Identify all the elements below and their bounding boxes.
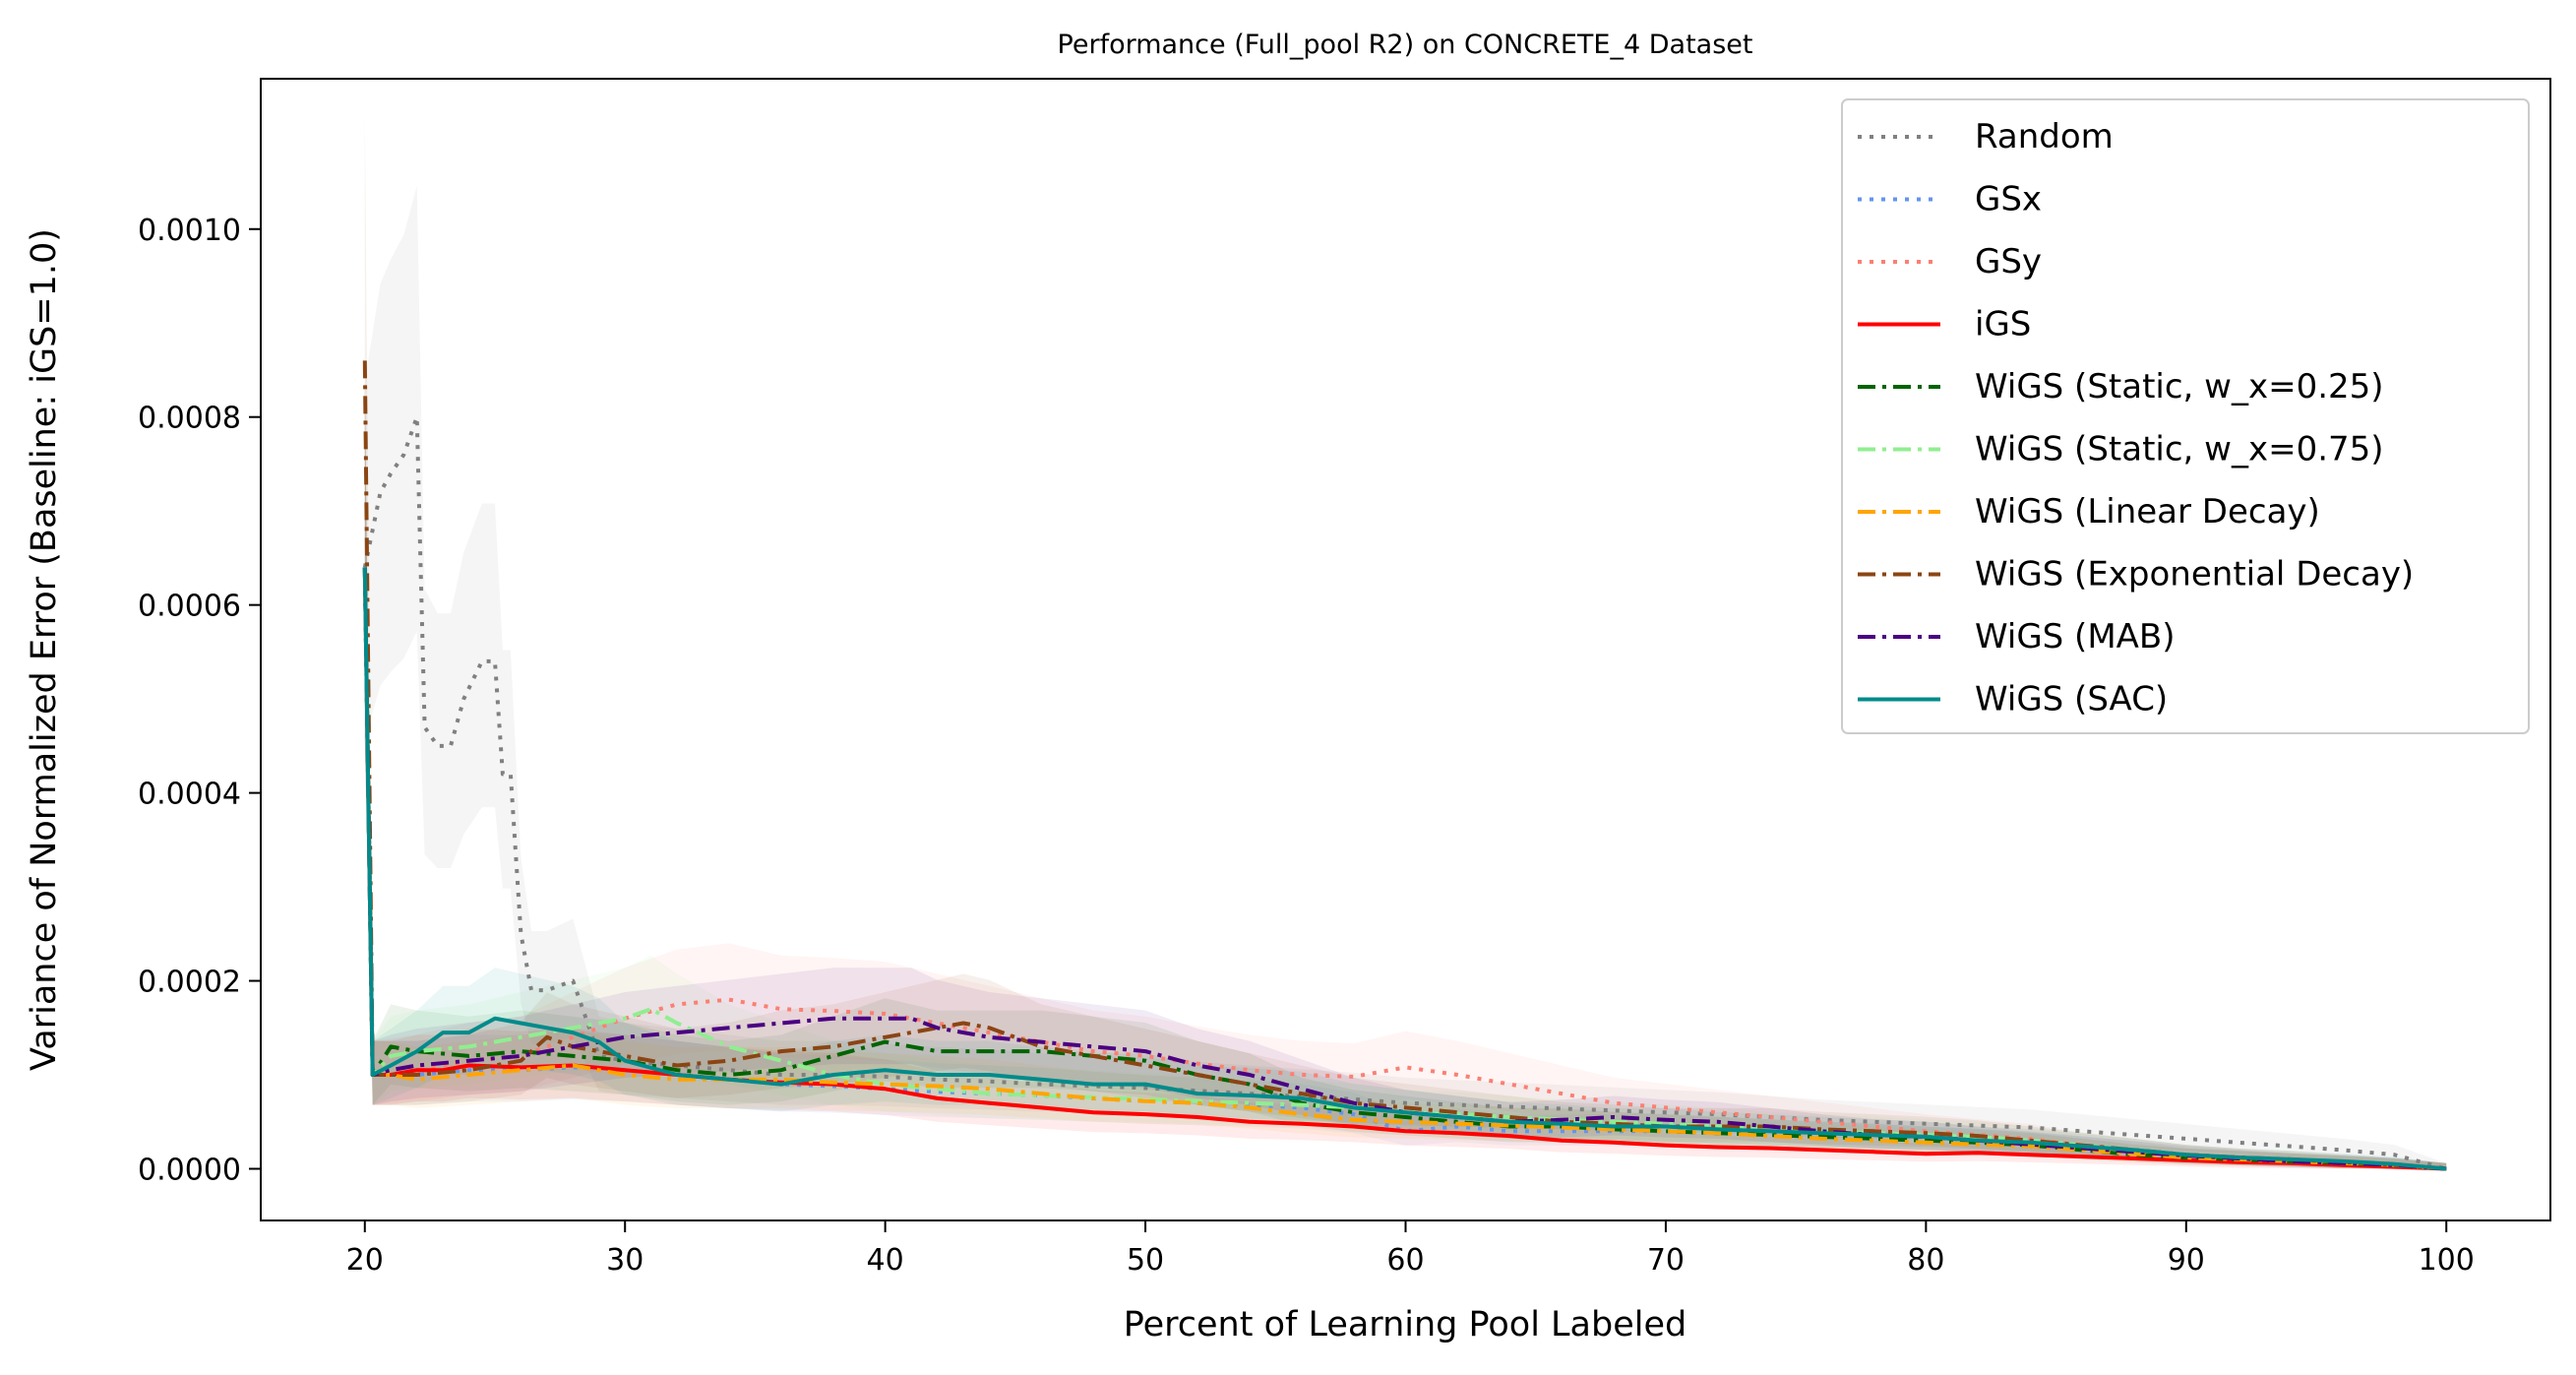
series-band-8 bbox=[364, 381, 2447, 1169]
series-band-2 bbox=[364, 381, 2447, 1169]
x-tick-label: 90 bbox=[2168, 1243, 2205, 1278]
x-tick-label: 30 bbox=[606, 1243, 644, 1278]
legend-label-8: WiGS (MAB) bbox=[1975, 617, 2176, 656]
y-axis-label: Variance of Normalized Error (Baseline: … bbox=[25, 228, 64, 1071]
legend: Random GSx GSy iGS WiGS (Static, w_x=0.25) Wi… bbox=[1841, 98, 2530, 734]
x-tick-label: 70 bbox=[1647, 1243, 1685, 1278]
legend-label-2: GSy bbox=[1975, 242, 2042, 281]
x-tick-label: 20 bbox=[346, 1243, 384, 1278]
legend-label-9: WiGS (SAC) bbox=[1975, 680, 2168, 719]
legend-label-1: GSx bbox=[1975, 180, 2042, 219]
series-band-3 bbox=[364, 381, 2447, 1169]
chart-title: Performance (Full_pool R2) on CONCRETE_4… bbox=[1058, 30, 1753, 60]
x-tick-label: 100 bbox=[2419, 1243, 2475, 1278]
legend-label-3: iGS bbox=[1975, 305, 2031, 344]
y-axis: 0.0000 0.0002 0.0004 0.0006 0.0008 0.0010 bbox=[138, 214, 261, 1187]
x-tick-label: 60 bbox=[1386, 1243, 1424, 1278]
x-tick-label: 80 bbox=[1907, 1243, 1944, 1278]
series-band-1 bbox=[364, 381, 2447, 1169]
y-tick-label: 0.0004 bbox=[138, 778, 241, 812]
series-band-4 bbox=[364, 381, 2447, 1169]
legend-label-5: WiGS (Static, w_x=0.75) bbox=[1975, 430, 2384, 469]
y-tick-label: 0.0002 bbox=[138, 966, 241, 1000]
confidence-bands bbox=[364, 112, 2447, 1169]
y-tick-label: 0.0000 bbox=[138, 1153, 241, 1187]
x-axis-label: Percent of Learning Pool Labeled bbox=[1124, 1305, 1687, 1344]
y-tick-label: 0.0008 bbox=[138, 402, 241, 436]
y-tick-label: 0.0006 bbox=[138, 590, 241, 624]
series-band-6 bbox=[364, 381, 2447, 1169]
legend-label-4: WiGS (Static, w_x=0.25) bbox=[1975, 367, 2384, 406]
series-lines bbox=[362, 360, 2447, 1171]
series-line-0 bbox=[362, 414, 2447, 1171]
x-tick-label: 50 bbox=[1127, 1243, 1164, 1278]
series-line-9 bbox=[362, 567, 2447, 1171]
x-axis: 20 30 40 50 60 70 80 90 100 bbox=[346, 1220, 2475, 1278]
legend-label-6: WiGS (Linear Decay) bbox=[1975, 492, 2320, 531]
series-band-7 bbox=[364, 112, 2447, 1169]
y-tick-label: 0.0010 bbox=[138, 214, 241, 248]
legend-label-0: Random bbox=[1975, 117, 2114, 156]
series-line-7 bbox=[362, 360, 2447, 1171]
x-tick-label: 40 bbox=[867, 1243, 904, 1278]
legend-label-7: WiGS (Exponential Decay) bbox=[1975, 555, 2414, 594]
legend-box bbox=[1841, 98, 2530, 734]
